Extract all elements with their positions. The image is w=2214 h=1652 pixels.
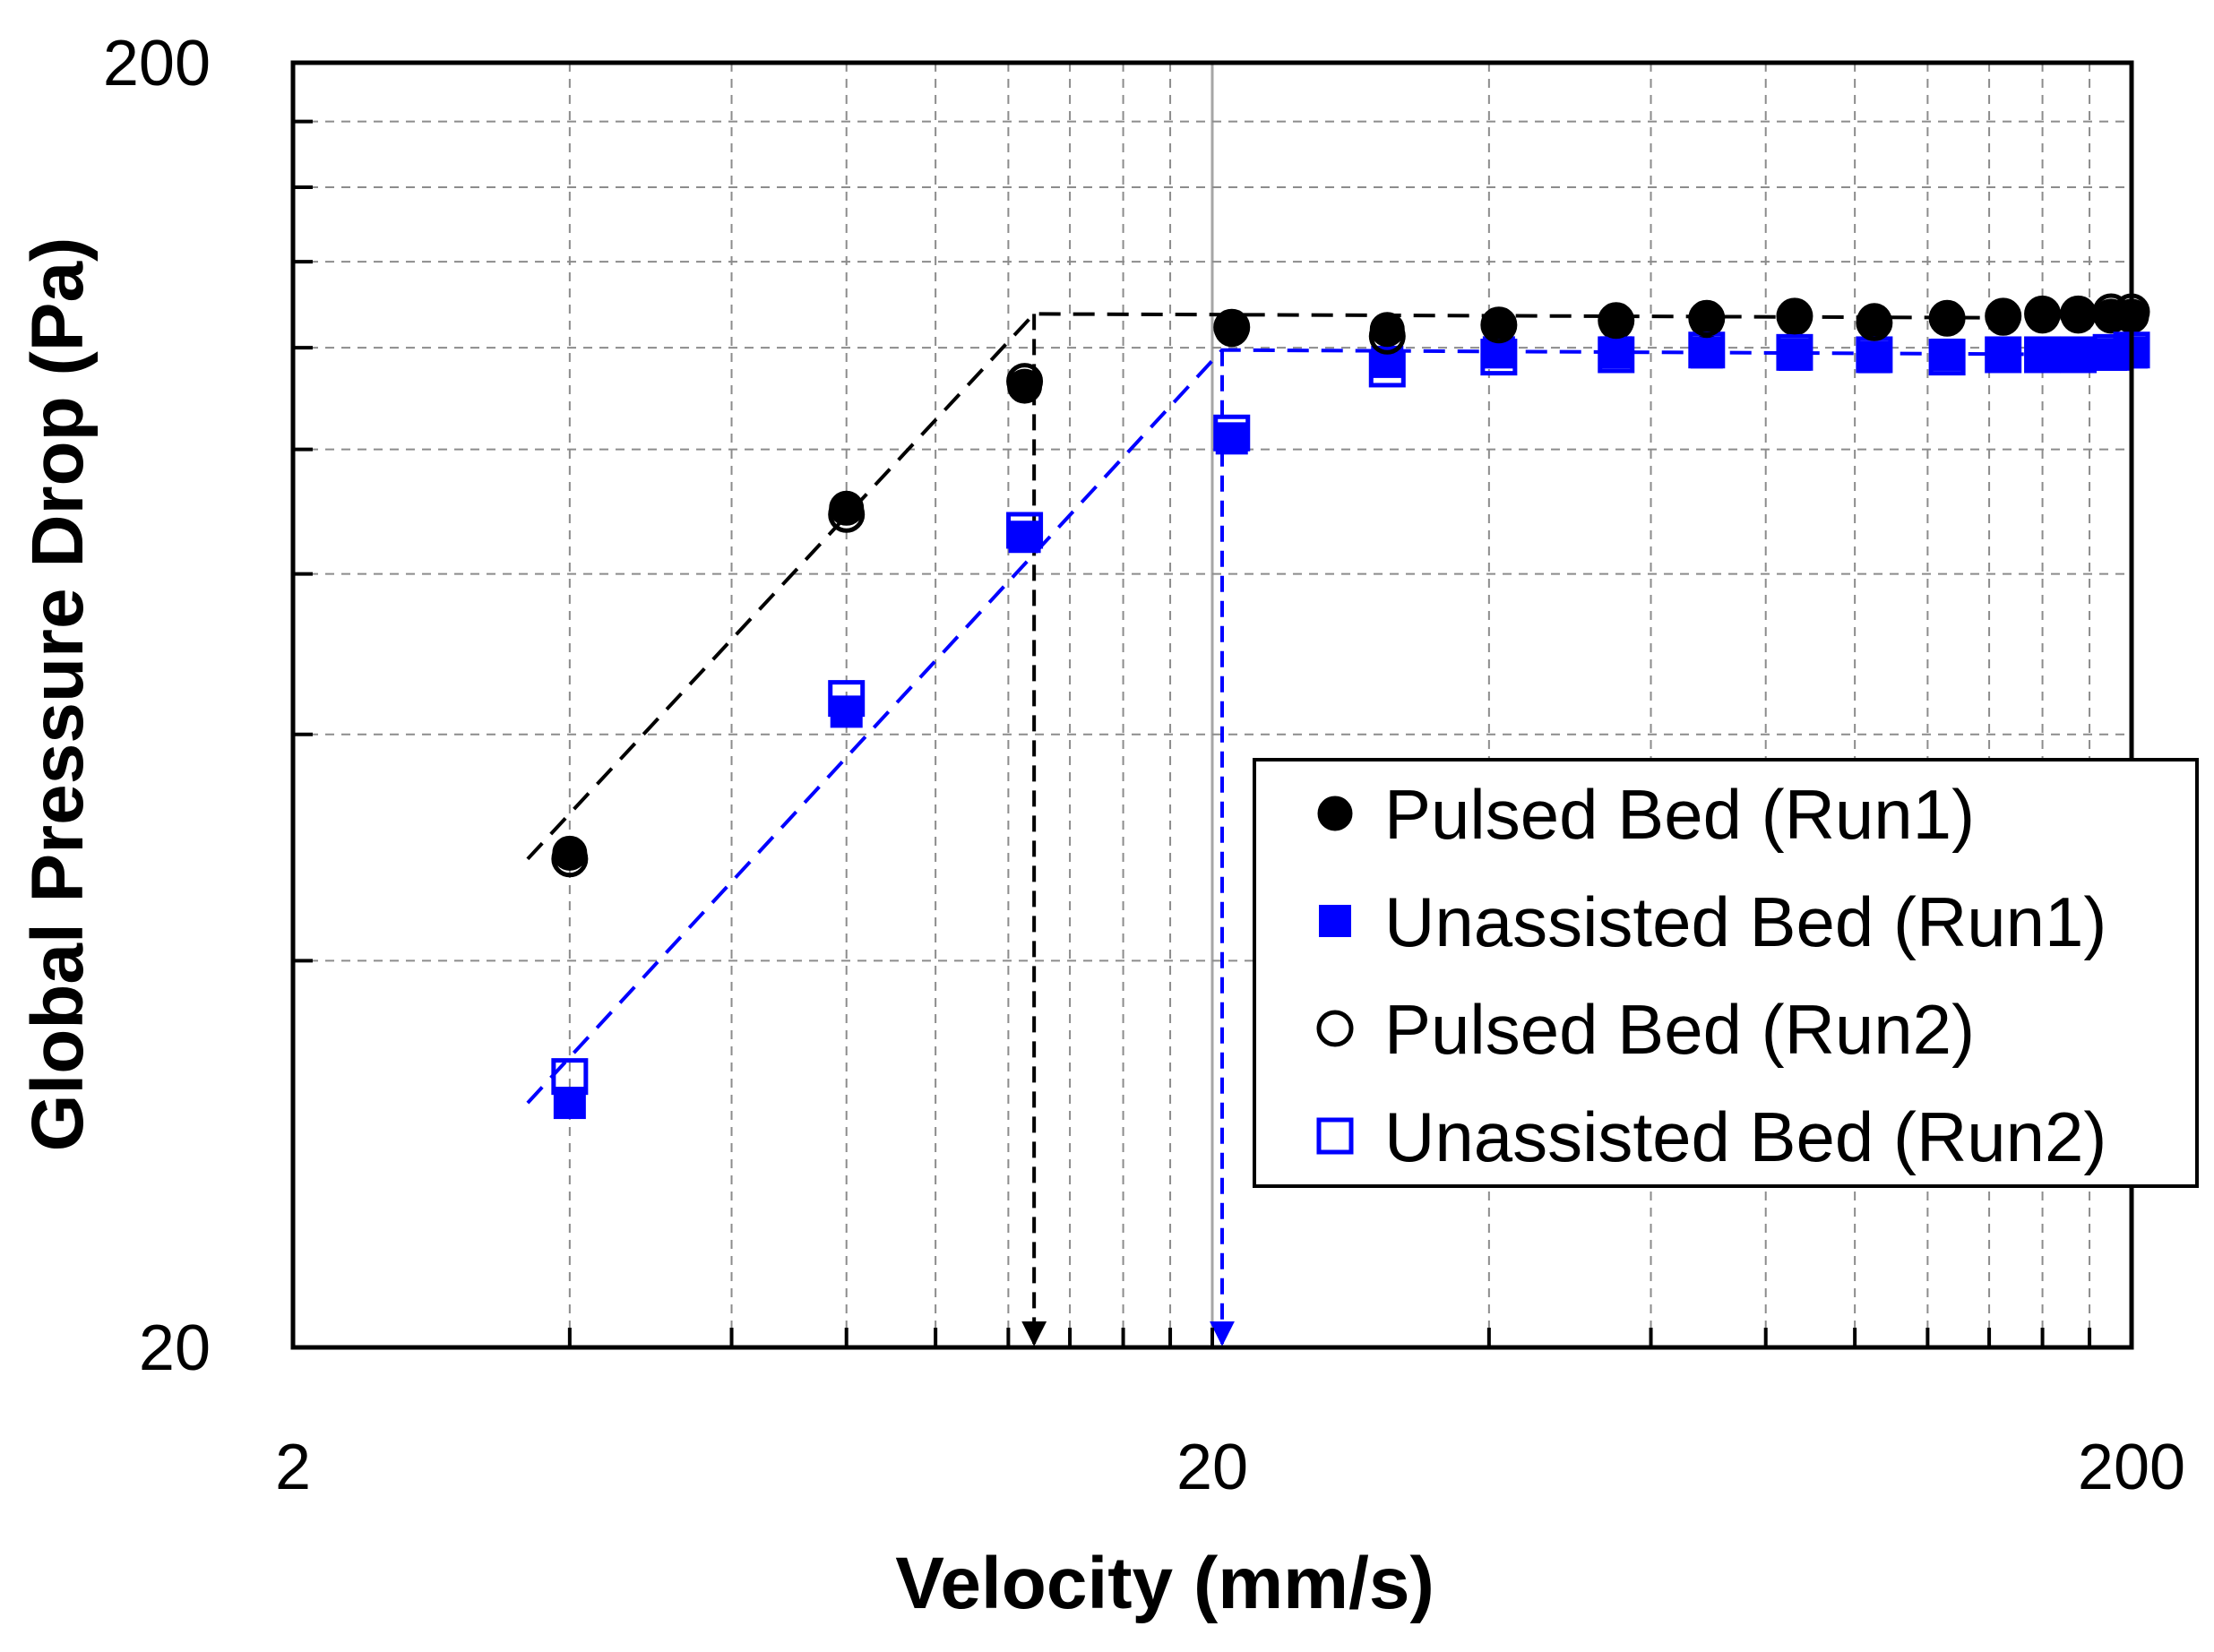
marker-pulsed-bed-run2	[2092, 293, 2130, 331]
marker-unassisted-bed-run1	[1778, 338, 1811, 371]
marker-pulsed-bed-run2	[1598, 302, 1635, 340]
marker-unassisted-bed-run1	[1931, 338, 1964, 371]
marker-unassisted-bed-run2	[1928, 339, 1966, 376]
legend-marker	[1317, 796, 1353, 831]
legend: Pulsed Bed (Run1) Unassisted Bed (Run1) Pu…	[1253, 758, 2199, 1188]
marker-pulsed-bed-run2	[1006, 363, 1044, 400]
marker-unassisted-bed-run1	[2062, 338, 2095, 371]
legend-marker	[1319, 905, 1351, 937]
marker-pulsed-bed-run2	[1776, 297, 1813, 335]
marker-unassisted-bed-run2	[2024, 336, 2062, 374]
marker-unassisted-bed-run1	[1857, 340, 1891, 374]
marker-pulsed-bed-run2	[1928, 299, 1966, 337]
x-tick-label: 20	[1176, 1432, 1248, 1503]
transition-arrows	[1021, 314, 1236, 1347]
marker-pulsed-bed-run2	[551, 840, 589, 878]
marker-unassisted-bed-run2	[1985, 336, 2022, 374]
pulsed-fit	[526, 312, 2132, 861]
marker-unassisted-bed-run1	[1690, 336, 1723, 369]
x-axis-title: Velocity (mm/s)	[895, 1543, 1434, 1624]
marker-unassisted-bed-run1	[1986, 338, 2020, 371]
y-tick-label: 20	[139, 1312, 211, 1384]
marker-pulsed-bed-run2	[2060, 295, 2098, 332]
legend-label: Unassisted Bed (Run2)	[1384, 1097, 2106, 1176]
marker-pulsed-bed-run2	[1856, 304, 1893, 341]
marker-unassisted-bed-run2	[1006, 512, 1044, 549]
marker-unassisted-bed-run2	[828, 680, 866, 718]
marker-unassisted-bed-run2	[551, 1058, 589, 1096]
marker-pulsed-bed-run2	[2024, 295, 2062, 332]
marker-pulsed-bed-run2	[1480, 306, 1518, 344]
marker-unassisted-bed-run1	[2026, 338, 2059, 371]
fit-lines	[526, 312, 2132, 1105]
legend-marker	[1316, 1010, 1354, 1047]
legend-box	[1253, 758, 2199, 1188]
marker-unassisted-bed-run2	[1213, 414, 1251, 452]
x-tick-label: 200	[2078, 1432, 2185, 1503]
marker-unassisted-bed-run1	[1599, 336, 1633, 369]
marker-pulsed-bed-run2	[1985, 297, 2022, 335]
tick-labels: 2 20 200 20 200	[103, 28, 2185, 1503]
legend-marker	[1316, 1117, 1354, 1155]
marker-unassisted-bed-run2	[2092, 333, 2130, 371]
y-tick-label: 200	[103, 28, 211, 99]
axis-ticks	[293, 119, 2092, 1347]
unassisted-fit	[526, 348, 2132, 1105]
y-axis-title: Global Pressure Drop (Pa)	[17, 237, 99, 1152]
marker-pulsed-bed-run2	[1688, 299, 1726, 337]
legend-label: Pulsed Bed (Run2)	[1384, 990, 1975, 1069]
marker-pulsed-bed-run2	[828, 495, 866, 533]
marker-pulsed-bed-run2	[1213, 308, 1251, 346]
marker-unassisted-bed-run1	[830, 695, 863, 728]
marker-unassisted-bed-run2	[1776, 333, 1813, 371]
marker-pulsed-bed-run2	[1368, 317, 1406, 355]
x-tick-label: 2	[275, 1432, 311, 1503]
legend-label: Unassisted Bed (Run1)	[1384, 882, 2106, 961]
legend-label: Pulsed Bed (Run1)	[1384, 775, 1975, 854]
